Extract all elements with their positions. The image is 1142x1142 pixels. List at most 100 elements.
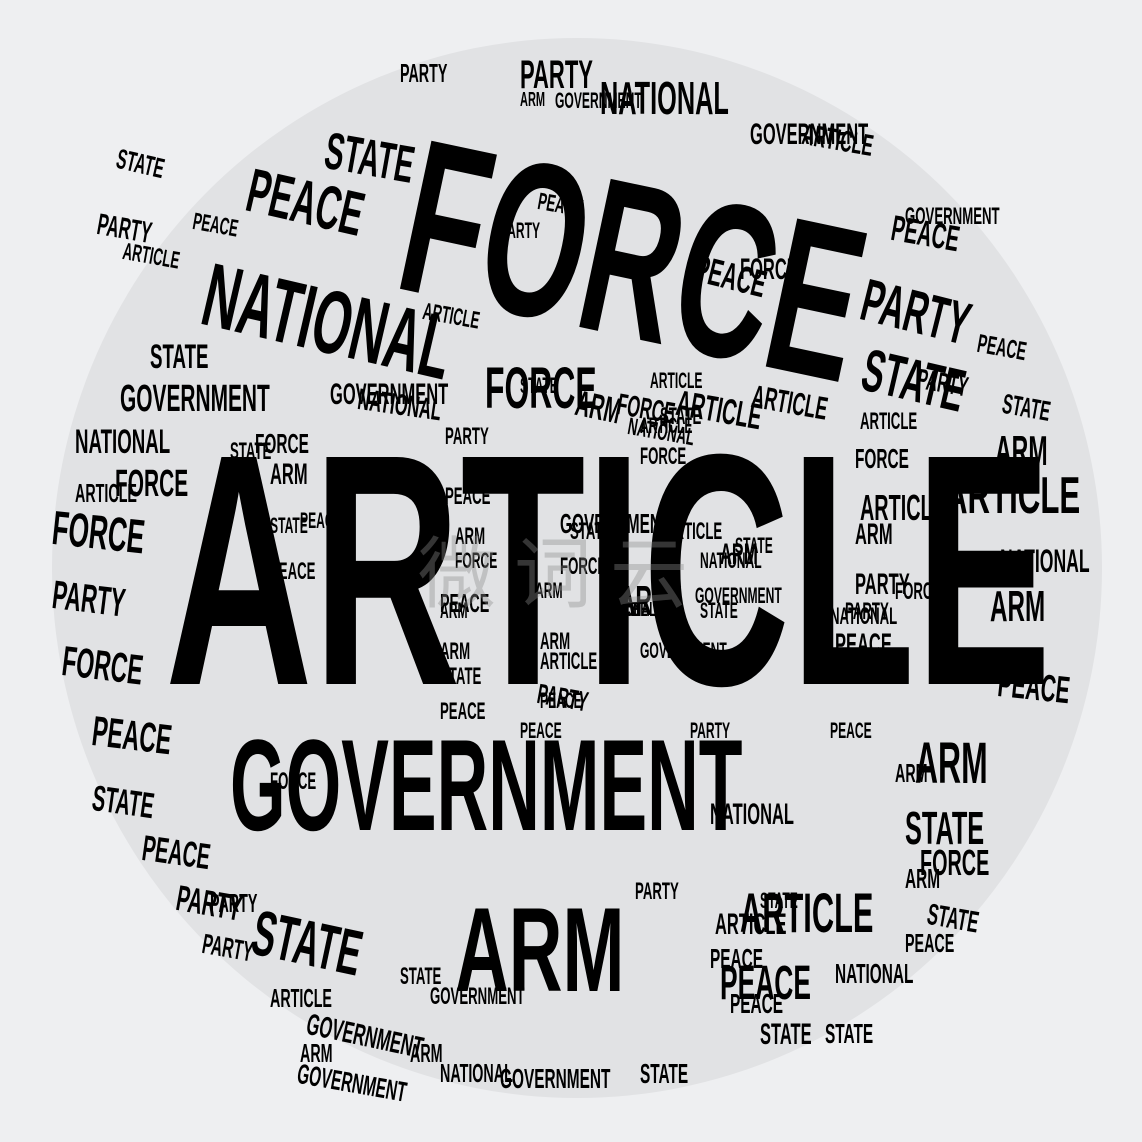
word-party: PARTY: [600, 599, 637, 621]
word-peace: PEACE: [440, 588, 490, 618]
word-party: PARTY: [445, 423, 489, 450]
word-article: ARTICLE: [715, 908, 787, 941]
word-national: NATIONAL: [1000, 543, 1090, 579]
word-peace: PEACE: [139, 827, 213, 878]
word-state: STATE: [905, 802, 985, 854]
word-arm: ARM: [600, 599, 626, 621]
word-force: FORCE: [855, 443, 909, 474]
word-party: PARTY: [520, 53, 593, 97]
word-state: STATE: [520, 373, 558, 398]
word-arm: ARM: [855, 518, 893, 551]
word-peace: PEACE: [440, 698, 486, 725]
word-article: ARTICLE: [945, 467, 1081, 525]
word-national: NATIONAL: [700, 548, 762, 573]
word-arm: ARM: [300, 1038, 333, 1068]
word-state: STATE: [700, 598, 738, 623]
word-peace: PEACE: [710, 943, 764, 974]
word-party: PARTY: [500, 218, 541, 243]
word-peace: PEACE: [730, 988, 784, 1019]
word-government: GOVERNMENT: [294, 1058, 410, 1108]
word-party: PARTY: [855, 568, 910, 601]
word-government: GOVERNMENT: [750, 118, 869, 151]
word-state: STATE: [400, 963, 442, 990]
word-force: FORCE: [270, 768, 317, 795]
word-force: FORCE: [255, 428, 309, 459]
word-party: PARTY: [845, 598, 889, 625]
word-arm: ARM: [895, 758, 928, 788]
word-party: PARTY: [94, 208, 155, 251]
word-state: STATE: [440, 663, 482, 690]
word-peace: PEACE: [720, 957, 811, 1010]
word-article: ARTICLE: [270, 983, 332, 1013]
word-peace: PEACE: [300, 508, 342, 533]
word-force: FORCE: [115, 463, 189, 505]
word-state: STATE: [150, 338, 209, 376]
word-arm: ARM: [455, 883, 625, 1017]
word-state: STATE: [760, 888, 798, 913]
word-government: GOVERNMENT: [120, 378, 270, 420]
word-state: STATE: [270, 513, 308, 538]
word-force: FORCE: [49, 502, 148, 565]
word-article: ARTICLE: [600, 599, 648, 621]
word-national: NATIONAL: [830, 603, 898, 630]
word-article: ARTICLE: [860, 408, 918, 435]
word-party: PARTY: [199, 928, 256, 968]
word-government: GOVERNMENT: [640, 638, 727, 663]
word-national: NATIONAL: [710, 798, 795, 831]
word-government: GOVERNMENT: [230, 712, 743, 858]
word-peace: PEACE: [600, 599, 638, 621]
word-arm: ARM: [455, 523, 486, 550]
word-state: STATE: [660, 403, 702, 430]
word-state: STATE: [825, 1018, 874, 1049]
word-arm: ARM: [410, 1038, 443, 1068]
word-arm: ARM: [270, 458, 308, 491]
word-government: GOVERNMENT: [555, 88, 642, 113]
word-arm: ARM: [905, 863, 941, 894]
word-arm: ARM: [540, 628, 571, 655]
word-party: PARTY: [49, 573, 128, 626]
word-state: STATE: [113, 143, 168, 185]
word-peace: PEACE: [905, 928, 955, 958]
word-party: PARTY: [400, 58, 448, 88]
word-national: NATIONAL: [440, 1058, 513, 1088]
word-force: FORCE: [455, 548, 498, 573]
word-peace: PEACE: [975, 328, 1029, 367]
word-state: STATE: [640, 1058, 689, 1089]
word-article: ARTICLE: [665, 518, 723, 545]
word-article: ARTICLE: [640, 413, 693, 438]
word-national: NATIONAL: [600, 599, 657, 621]
word-government: GOVERNMENT: [695, 583, 782, 608]
word-peace: PEACE: [830, 718, 872, 743]
cloud-circle-background: [52, 38, 1102, 1098]
word-peace: PEACE: [520, 718, 562, 743]
word-government: GOVERNMENT: [330, 378, 449, 411]
word-arm: ARM: [520, 89, 546, 111]
word-peace: PEACE: [835, 628, 892, 661]
word-arm: ARM: [990, 582, 1046, 631]
word-state: STATE: [230, 438, 272, 465]
word-peace: PEACE: [89, 707, 175, 764]
word-peace: PEACE: [995, 663, 1072, 713]
word-national: NATIONAL: [835, 958, 914, 989]
word-force: FORCE: [920, 842, 990, 883]
word-article: ARTICLE: [75, 478, 137, 508]
word-force: FORCE: [740, 253, 798, 286]
word-force: FORCE: [895, 578, 942, 605]
word-article: ARTICLE: [740, 881, 874, 944]
word-national: NATIONAL: [600, 72, 729, 124]
word-government: GOVERNMENT: [905, 203, 1000, 230]
word-government: GOVERNMENT: [430, 983, 525, 1010]
word-arm: ARM: [915, 731, 988, 796]
word-force: FORCE: [560, 553, 607, 580]
word-party: PARTY: [690, 718, 731, 743]
word-state: STATE: [760, 1018, 812, 1051]
word-peace: PEACE: [540, 688, 582, 713]
word-article: ARTICLE: [650, 368, 703, 393]
word-force: FORCE: [485, 356, 597, 421]
word-government: GOVERNMENT: [560, 508, 671, 539]
word-force: FORCE: [640, 443, 687, 470]
word-arm: ARM: [535, 578, 563, 603]
word-state: STATE: [735, 533, 773, 558]
word-national: NATIONAL: [75, 423, 171, 461]
